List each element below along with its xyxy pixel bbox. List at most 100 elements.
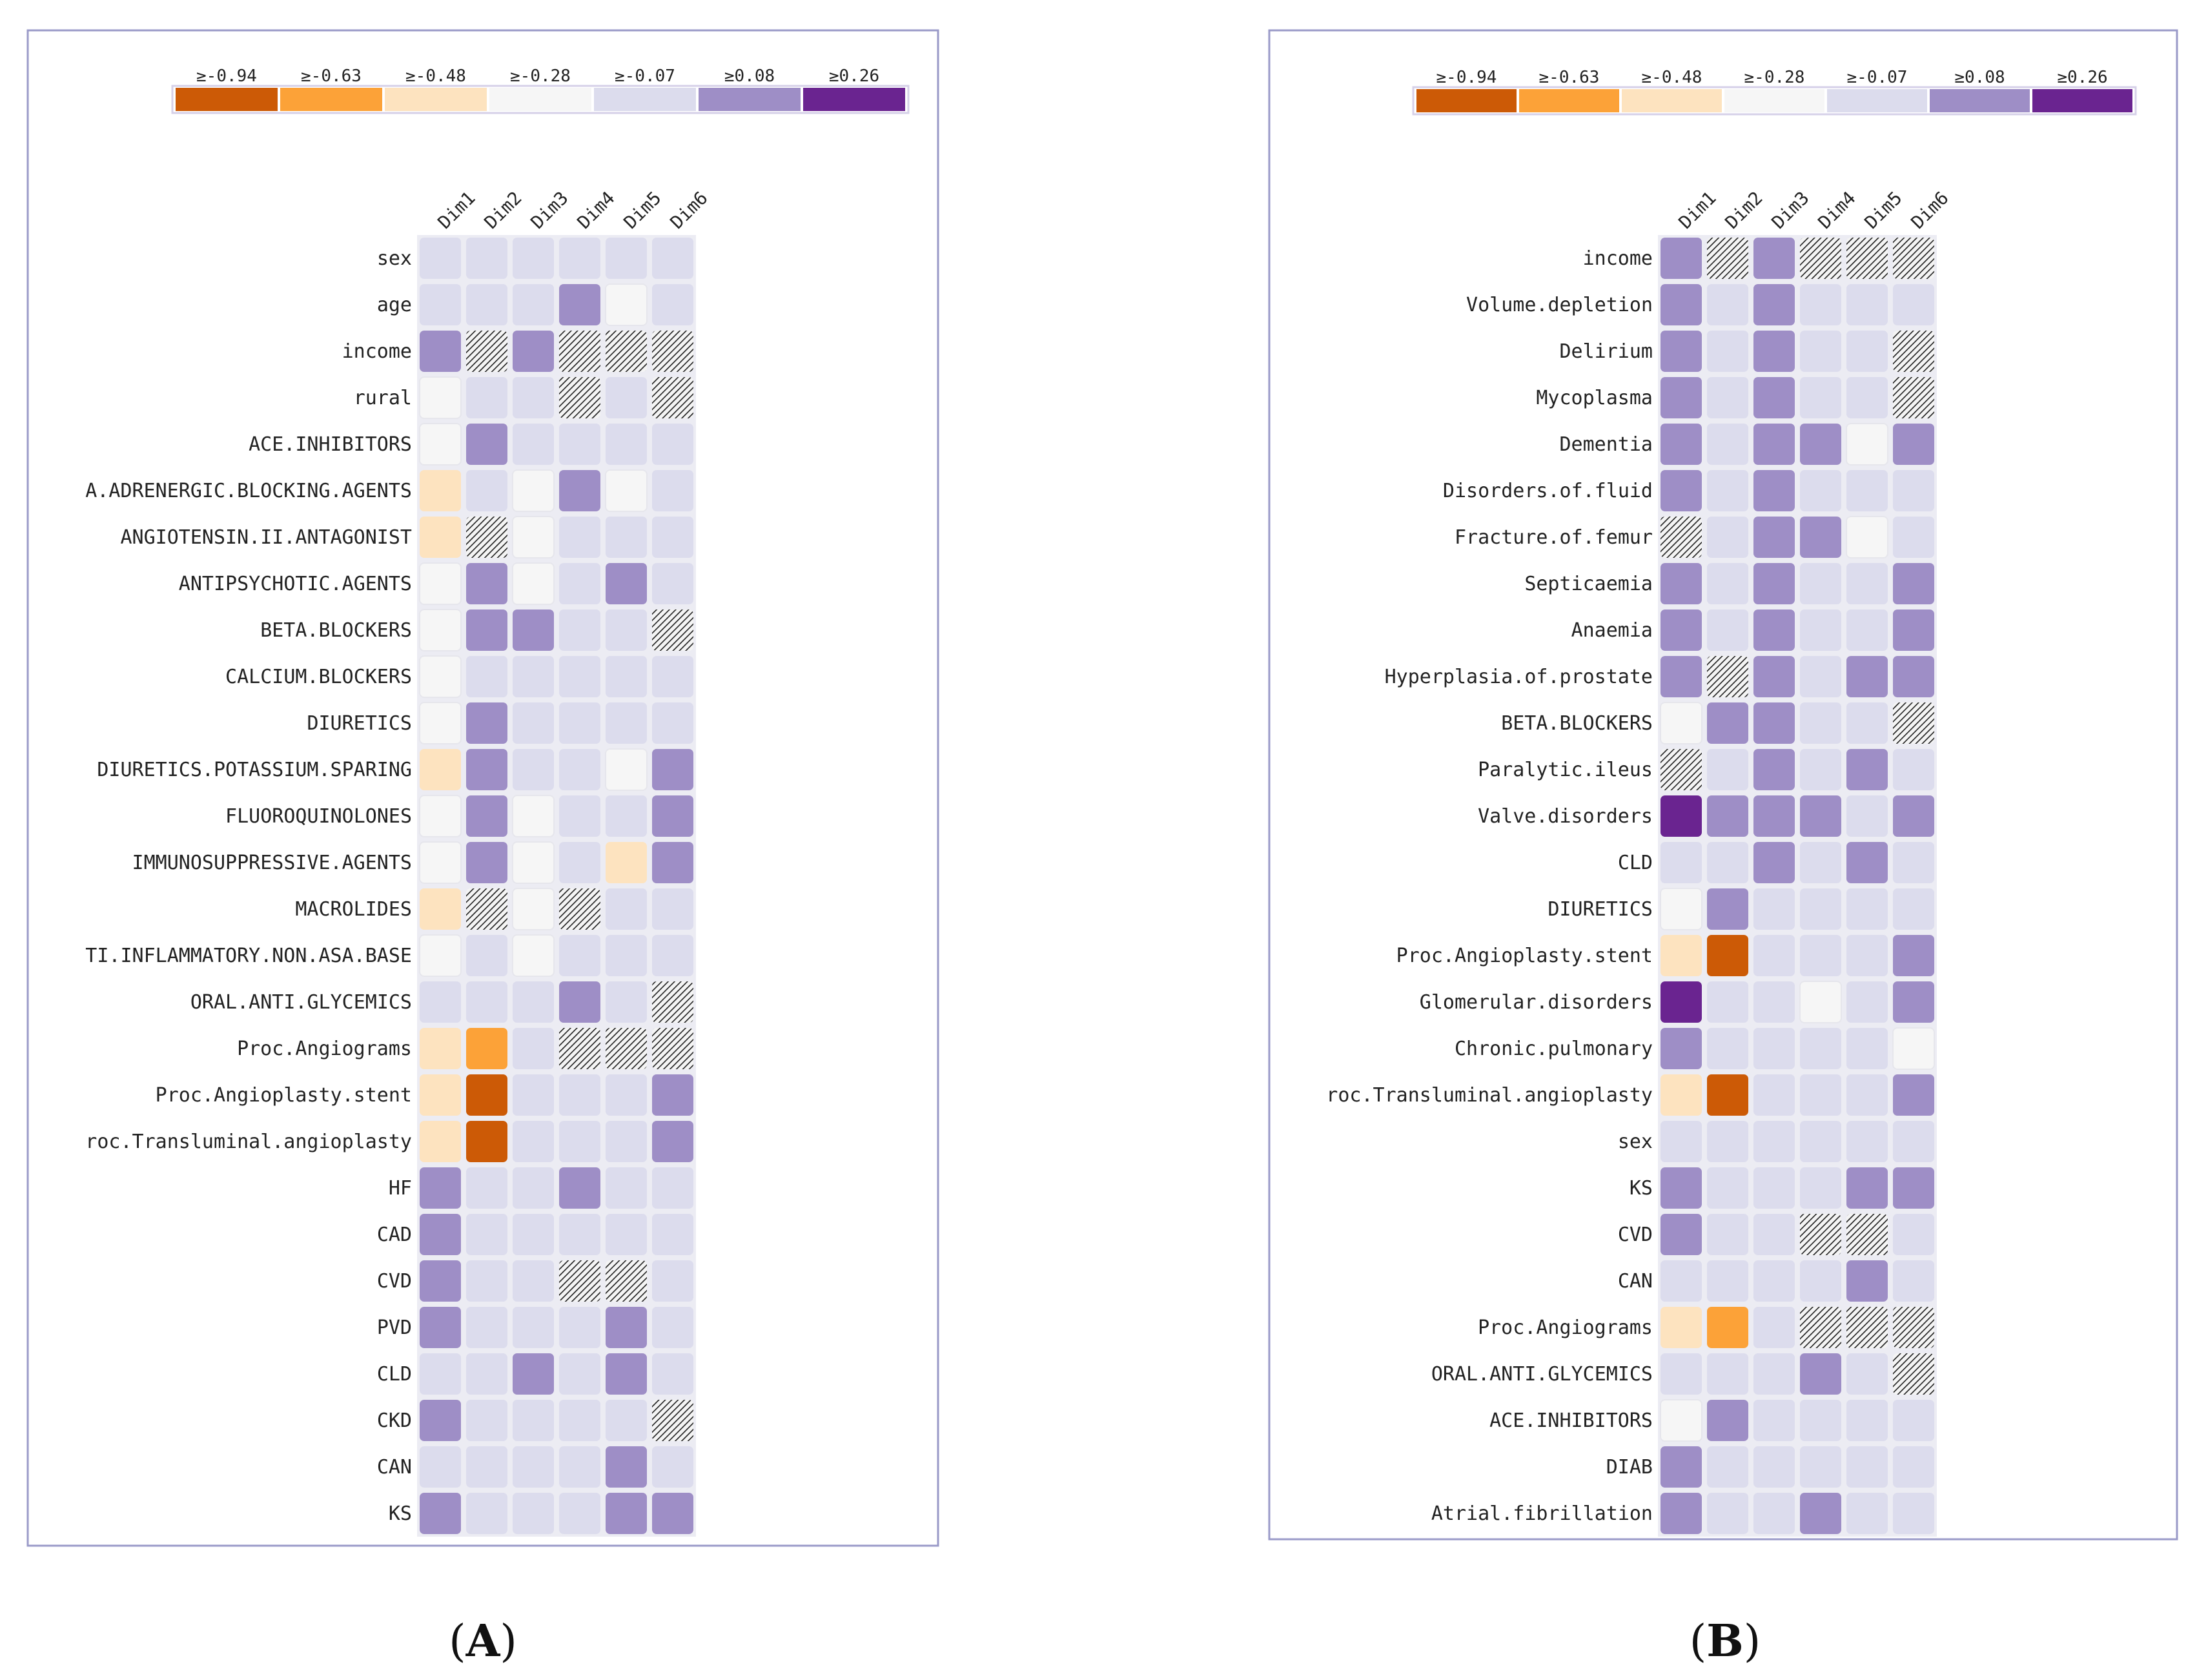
heatmap-cell: [1893, 563, 1934, 604]
heatmap-cell: [559, 888, 600, 930]
row-label: Chronic.pulmonary: [1455, 1038, 1653, 1060]
heatmap-panel-b: ≥-0.94 ≥-0.63 ≥-0.48 ≥-0.28 ≥-0.07 ≥0.08 ≥0.26…: [1326, 68, 2137, 1537]
heatmap-cell: [606, 517, 647, 558]
heatmap-cell: [1893, 424, 1934, 465]
heatmap-cell: [466, 470, 507, 511]
heatmap-cell: [1846, 238, 1888, 279]
row-label: CVD: [1618, 1224, 1653, 1246]
heatmap-cell: [559, 377, 600, 418]
heatmap-cell: [1707, 1493, 1748, 1534]
legend-label: ≥-0.48: [405, 67, 466, 86]
heatmap-cell: [605, 469, 648, 512]
heatmap-cell: [420, 470, 461, 511]
heatmap-cell: [606, 610, 647, 651]
heatmap-cell: [559, 1260, 600, 1302]
heatmap-cell: [1753, 1260, 1795, 1302]
heatmap-cell: [420, 1446, 461, 1488]
row-label: age: [377, 294, 412, 316]
heatmap-cell: [1753, 284, 1795, 325]
heatmap-cell: [1799, 981, 1842, 1023]
row-label: BETA.BLOCKERS: [260, 619, 412, 642]
heatmap-cell: [466, 563, 507, 604]
row-label: Proc.Angioplasty.stent: [156, 1084, 412, 1107]
heatmap-cell: [1893, 702, 1934, 744]
heatmap-cell: [652, 470, 693, 511]
row-label: Valve.disorders: [1478, 805, 1653, 828]
heatmap-cell: [1800, 1074, 1841, 1116]
heatmap-cell: [1846, 284, 1888, 325]
heatmap-cell: [559, 284, 600, 325]
heatmap-cell: [1846, 981, 1888, 1023]
row-label: Septicaemia: [1524, 573, 1653, 595]
heatmap-cell: [1893, 1121, 1934, 1162]
heatmap-cell: [605, 283, 648, 326]
heatmap-cell: [1753, 331, 1795, 372]
heatmap-cell: [513, 377, 554, 418]
heatmap-cell: [513, 1493, 554, 1534]
heatmap-cell: [1800, 749, 1841, 790]
heatmap-cell: [1661, 749, 1702, 790]
heatmap-cell: [1846, 842, 1888, 883]
heatmap-cell: [466, 1074, 507, 1116]
heatmap-cell: [652, 1214, 693, 1255]
heatmap-cell: [1846, 423, 1888, 466]
heatmap-cell: [1846, 1493, 1888, 1534]
heatmap-cell: [419, 609, 462, 651]
heatmap-cell: [466, 1493, 507, 1534]
heatmap-cell: [1893, 331, 1934, 372]
heatmap-cell: [1707, 795, 1748, 837]
heatmap-cell: [419, 702, 462, 744]
legend-swatch: [1622, 89, 1722, 112]
heatmap-cell: [1661, 656, 1702, 697]
heatmap-cell: [1707, 1074, 1748, 1116]
heatmap-cell: [1800, 1214, 1841, 1255]
heatmap-cell: [1661, 935, 1702, 976]
heatmap-cell: [512, 795, 555, 837]
heatmap-cell: [466, 981, 507, 1023]
heatmap-cell: [652, 1074, 693, 1116]
heatmap-cell: [652, 749, 693, 790]
heatmap-cell: [1707, 1028, 1748, 1069]
heatmap-cell: [420, 888, 461, 930]
row-label: income: [1583, 247, 1653, 270]
heatmap-cell: [1753, 1400, 1795, 1441]
heatmap-cell: [513, 1353, 554, 1395]
heatmap-cell: [606, 888, 647, 930]
heatmap-cell: [1800, 888, 1841, 930]
heatmap-cell: [466, 331, 507, 372]
heatmap-cell: [606, 1260, 647, 1302]
heatmap-cell: [1800, 470, 1841, 511]
heatmap-cell: [1661, 1167, 1702, 1209]
heatmap-cell: [606, 1028, 647, 1069]
row-label: Delirium: [1560, 340, 1653, 363]
heatmap-cell: [652, 842, 693, 883]
heatmap-cell: [1661, 1214, 1702, 1255]
heatmap-cell: [466, 610, 507, 651]
legend-swatch: [385, 88, 487, 111]
heatmap-cell: [1800, 1260, 1841, 1302]
heatmap-cell: [1846, 1446, 1888, 1488]
heatmap-cell: [1661, 284, 1702, 325]
heatmap-cell: [513, 1446, 554, 1488]
heatmap-cell: [1893, 1307, 1934, 1348]
heatmap-cell: [420, 1307, 461, 1348]
legend-label: ≥0.26: [829, 67, 879, 86]
row-label: Atrial.fibrillation: [1431, 1502, 1653, 1525]
row-label: income: [342, 340, 412, 363]
heatmap-cell: [1707, 1307, 1748, 1348]
heatmap-cell: [606, 1446, 647, 1488]
legend-label: ≥-0.94: [196, 67, 257, 86]
row-label: Volume.depletion: [1466, 294, 1653, 316]
heatmap-cell: [1846, 1400, 1888, 1441]
heatmap-cell: [1800, 935, 1841, 976]
heatmap-cell: [606, 1121, 647, 1162]
heatmap-cell: [1893, 1074, 1934, 1116]
heatmap-cell: [1707, 470, 1748, 511]
heatmap-cell: [1707, 377, 1748, 418]
heatmap-cell: [652, 1446, 693, 1488]
heatmap-cell: [1846, 1214, 1888, 1255]
heatmap-cell: [1800, 842, 1841, 883]
heatmap-cell: [1753, 1307, 1795, 1348]
heatmap-cell: [1800, 656, 1841, 697]
heatmap-cell: [1661, 610, 1702, 651]
